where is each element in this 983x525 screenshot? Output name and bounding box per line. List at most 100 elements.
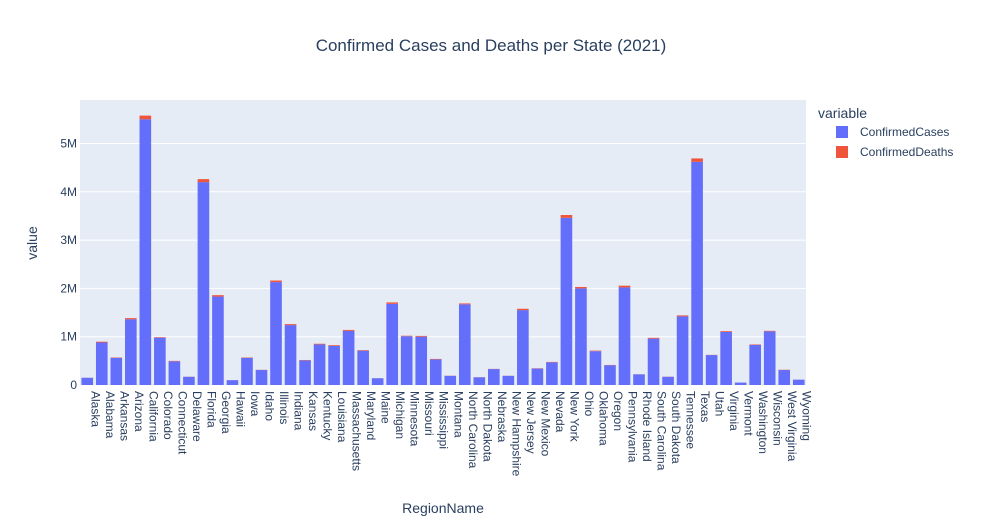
bar-confirmedcases-idaho	[255, 370, 268, 385]
bar-confirmedcases-nevada	[546, 362, 558, 385]
bar-confirmedcases-arizona	[125, 319, 137, 385]
bar-confirmedcases-arkansas	[110, 357, 123, 385]
bar-confirmedcases-new-jersey	[517, 310, 529, 385]
x-axis-title: RegionName	[402, 500, 484, 516]
x-tick-label: Wyoming	[800, 391, 814, 441]
bar-confirmedcases-alabama	[95, 342, 108, 385]
bar-confirmedcases-maryland	[357, 350, 369, 385]
x-tick-label: Kansas	[306, 391, 320, 431]
x-tick-label: Colorado	[161, 391, 175, 440]
y-tick-label: 1M	[60, 330, 77, 344]
bar-confirmedcases-minnesota	[400, 336, 413, 385]
y-tick-label: 5M	[60, 136, 77, 150]
x-tick-label: Oregon	[611, 391, 625, 431]
x-tick-label: Utah	[713, 391, 727, 416]
bar-confirmedcases-michigan	[386, 303, 398, 385]
x-tick-label: Pennsylvania	[626, 391, 640, 463]
bar-confirmeddeaths-missouri	[415, 335, 428, 337]
bar-confirmedcases-texas	[691, 161, 703, 385]
x-tick-label: Washington	[756, 391, 770, 454]
bar-confirmedcases-wyoming	[792, 379, 805, 385]
bar-confirmedcases-pennsylvania	[618, 287, 631, 385]
x-tick-labels: Alaska Alabama Arkansas Arizona California Co…	[88, 391, 813, 477]
x-tick-label: Texas	[698, 391, 712, 422]
x-tick-label: Arizona	[132, 391, 146, 432]
bar-confirmeddeaths-north-carolina	[458, 303, 471, 305]
bar-confirmeddeaths-illinois	[270, 280, 282, 283]
bar-confirmedcases-ohio	[575, 288, 587, 385]
bar-confirmeddeaths-louisiana	[328, 345, 340, 346]
x-tick-label: Idaho	[263, 391, 277, 421]
bar-confirmeddeaths-south-carolina	[647, 337, 660, 339]
x-tick-label: Maryland	[364, 391, 378, 440]
bar-confirmedcases-massachusetts	[342, 330, 355, 385]
bar-confirmeddeaths-michigan	[386, 302, 398, 304]
x-tick-label: Maine	[379, 391, 393, 424]
x-tick-label: Arkansas	[117, 391, 131, 441]
bar-confirmedcases-wisconsin	[763, 331, 776, 385]
bar-confirmedcases-oklahoma	[589, 351, 602, 385]
bar-confirmeddeaths-kentucky	[313, 343, 326, 345]
bar-confirmedcases-alaska	[81, 377, 94, 385]
bar-confirmeddeaths-colorado	[154, 337, 166, 338]
y-tick-label: 0	[70, 378, 77, 392]
x-tick-label: Michigan	[393, 391, 407, 439]
bar-confirmedcases-kansas	[299, 360, 311, 385]
bar-confirmedcases-montana	[444, 375, 457, 385]
bar-confirmeddeaths-ohio	[575, 286, 587, 289]
bar-confirmedcases-connecticut	[168, 361, 181, 385]
x-tick-label: Hawaii	[233, 391, 247, 427]
x-tick-label: Virginia	[727, 391, 741, 431]
bar-confirmeddeaths-massachusetts	[342, 329, 355, 331]
bar-confirmedcases-california	[139, 119, 152, 386]
x-tick-label: Massachusetts	[350, 391, 364, 471]
bar-confirmeddeaths-california	[139, 115, 152, 120]
bar-confirmeddeaths-alabama	[95, 341, 108, 343]
x-tick-label: Louisiana	[335, 391, 349, 443]
bar-confirmedcases-oregon	[604, 365, 616, 385]
bar-confirmedcases-maine	[371, 378, 384, 385]
x-tick-label: Indiana	[292, 391, 306, 431]
bar-confirmedcases-washington	[749, 344, 761, 385]
x-tick-label: California	[146, 391, 160, 442]
bar-confirmeddeaths-maryland	[357, 350, 369, 351]
legend-title: variable	[818, 105, 867, 121]
bar-confirmedcases-mississippi	[429, 359, 442, 385]
bar-confirmeddeaths-pennsylvania	[618, 285, 631, 288]
y-tick-label: 4M	[60, 185, 77, 199]
bar-confirmeddeaths-arizona	[125, 318, 137, 320]
bar-confirmedcases-colorado	[154, 337, 166, 385]
legend-swatch[interactable]	[836, 126, 848, 138]
x-tick-label: Florida	[204, 391, 218, 428]
legend: variable ConfirmedCases ConfirmedDeaths	[818, 105, 953, 159]
bar-confirmedcases-south-carolina	[647, 338, 660, 385]
bar-confirmedcases-north-dakota	[473, 377, 486, 385]
bar-confirmedcases-missouri	[415, 336, 428, 385]
x-tick-label: Alabama	[103, 391, 117, 439]
bar-confirmedcases-south-dakota	[662, 376, 674, 385]
bar-confirmedcases-louisiana	[328, 345, 340, 385]
bar-confirmedcases-virginia	[720, 331, 732, 385]
x-tick-label: Rhode Island	[640, 391, 654, 462]
x-tick-label: Montana	[451, 391, 465, 438]
bar-confirmedcases-new-mexico	[531, 368, 544, 385]
x-tick-label: Oklahoma	[596, 391, 610, 446]
x-tick-label: New York	[567, 391, 581, 443]
y-tick-labels: 0 1M 2M 3M 4M 5M	[60, 136, 77, 392]
bar-confirmedcases-indiana	[284, 325, 297, 385]
bar-confirmeddeaths-virginia	[720, 331, 732, 332]
x-tick-label: Wisconsin	[771, 391, 785, 446]
bar-confirmedcases-delaware	[183, 376, 195, 385]
legend-label[interactable]: ConfirmedDeaths	[860, 145, 953, 159]
x-tick-label: New Mexico	[538, 391, 552, 457]
x-tick-label: North Carolina	[466, 391, 480, 469]
y-tick-label: 3M	[60, 233, 77, 247]
bar-confirmedcases-georgia	[212, 296, 224, 385]
legend-swatch[interactable]	[836, 146, 848, 158]
x-tick-label: Connecticut	[175, 391, 189, 455]
x-tick-label: West Virginia	[785, 391, 799, 462]
x-tick-label: Georgia	[219, 391, 233, 434]
legend-label[interactable]: ConfirmedCases	[860, 125, 949, 139]
bar-confirmeddeaths-wisconsin	[763, 330, 776, 332]
